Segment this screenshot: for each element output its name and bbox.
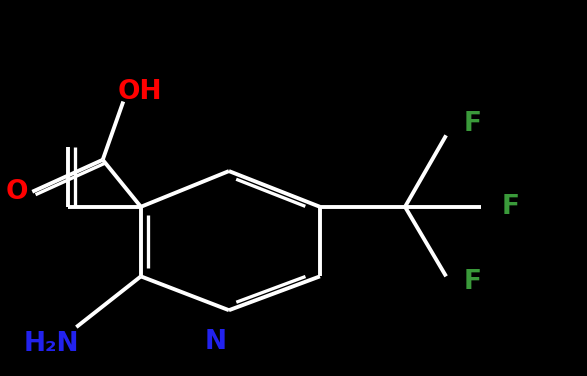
Text: OH: OH — [117, 79, 162, 105]
Text: H₂N: H₂N — [23, 331, 79, 357]
Text: O: O — [6, 179, 28, 205]
Text: F: F — [464, 269, 482, 295]
Text: F: F — [464, 111, 482, 137]
Text: N: N — [205, 329, 227, 355]
Text: F: F — [502, 194, 520, 220]
